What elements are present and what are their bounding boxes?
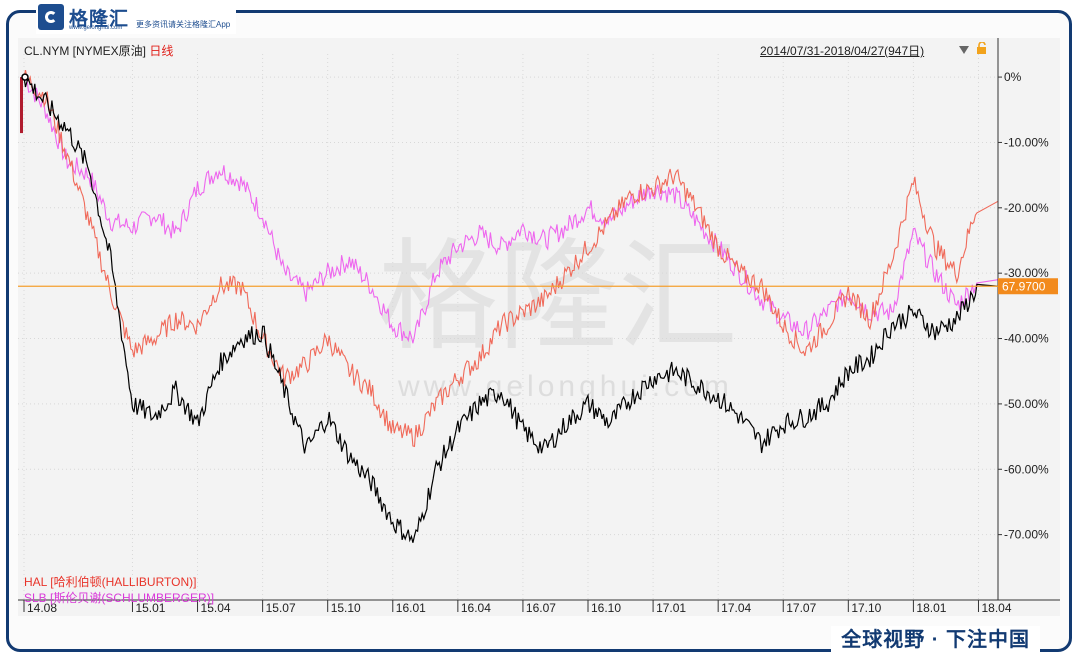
x-tick-label: 18.04 xyxy=(981,601,1011,615)
y-tick-label: -50.00% xyxy=(1004,397,1049,411)
plot-background xyxy=(18,38,1060,616)
series-line-hal xyxy=(23,69,999,448)
logo-text: 格隆汇 xyxy=(69,9,130,30)
footer-slogan: 全球视野 · 下注中国 xyxy=(831,626,1040,654)
chart-header: CL.NYM [NYMEX原油] 日线 xyxy=(24,42,173,59)
series-line-cl xyxy=(23,77,999,543)
y-axis: 0% -10.00% -20.00% -30.00% -40.00% -50.00% -60… xyxy=(997,38,1049,600)
current-price-label: 67.9700 xyxy=(1002,280,1046,294)
series-line-slb xyxy=(23,76,999,344)
x-tick-label: 15.01 xyxy=(135,601,165,615)
legend-slb: SLB [斯伦贝谢(SCHLUMBERGER)] xyxy=(24,591,215,605)
y-tick-label: 0% xyxy=(1004,70,1022,84)
y-tick-label: -40.00% xyxy=(1004,332,1049,346)
x-tick-label: 14.08 xyxy=(27,601,57,615)
logo-tagline: 更多资讯请关注格隆汇App xyxy=(136,20,231,29)
x-tick-label: 17.10 xyxy=(851,601,881,615)
x-tick-label: 15.10 xyxy=(331,601,361,615)
x-tick-label: 15.04 xyxy=(201,601,231,615)
y-tick-label: -60.00% xyxy=(1004,462,1049,476)
date-range-label[interactable]: 2014/07/31-2018/04/27(947日) xyxy=(760,44,925,58)
start-marker xyxy=(20,77,23,134)
chevron-down-icon[interactable] xyxy=(959,46,969,54)
chart-area: 格隆汇 www.gelonghui.com 0% -10.00% -20.00% -3… xyxy=(18,38,1060,616)
x-tick-label: 17.07 xyxy=(786,601,816,615)
start-dot xyxy=(21,73,29,81)
y-tick-label: -30.00% xyxy=(1004,266,1049,280)
watermark-text: 格隆汇 xyxy=(378,230,738,364)
x-tick-label: 15.07 xyxy=(266,601,296,615)
logo-g-icon xyxy=(38,4,64,30)
x-tick-label: 16.07 xyxy=(526,601,556,615)
x-tick-label: 17.01 xyxy=(656,601,686,615)
price-chart: 格隆汇 www.gelonghui.com 0% -10.00% -20.00% -3… xyxy=(18,38,1060,616)
x-tick-label: 17.04 xyxy=(721,601,751,615)
y-tick-label: -20.00% xyxy=(1004,201,1049,215)
y-tick-label: -70.00% xyxy=(1004,528,1049,542)
x-tick-label: 16.04 xyxy=(461,601,491,615)
x-tick-label: 18.01 xyxy=(916,601,946,615)
legend-hal: HAL [哈利伯顿(HALLIBURTON)] xyxy=(24,575,197,589)
lock-icon[interactable] xyxy=(976,42,988,54)
watermark-url: www.gelonghui.com xyxy=(397,370,733,403)
symbol-label: CL.NYM [NYMEX原油] xyxy=(24,44,147,58)
x-axis: 14.08 15.01 15.04 15.07 15.10 16.01 16.04 16.07… xyxy=(18,599,1060,615)
period-label[interactable]: 日线 xyxy=(149,44,174,58)
brand-logo: 格隆汇 www.gelonghui.com 更多资讯请关注格隆汇App xyxy=(36,2,236,34)
logo-url: www.gelonghui.com xyxy=(69,25,123,31)
series-group xyxy=(23,69,999,543)
y-tick-label: -10.00% xyxy=(1004,135,1049,149)
x-tick-label: 16.10 xyxy=(591,601,621,615)
x-tick-label: 16.01 xyxy=(396,601,426,615)
current-price-box xyxy=(998,278,1058,295)
